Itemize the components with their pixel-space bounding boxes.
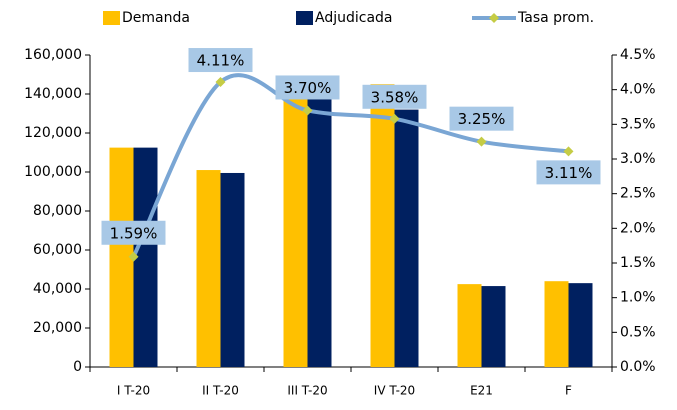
- legend-swatch: [103, 11, 120, 25]
- x-tick-label: E21: [470, 384, 493, 398]
- y-tick-label: 120,000: [24, 125, 82, 141]
- x-tick-label: I T-20: [117, 384, 150, 398]
- y-tick-label: 40,000: [33, 281, 82, 297]
- x-tick-label: F: [565, 384, 572, 398]
- bar: [544, 281, 569, 367]
- data-label-box: [362, 84, 427, 109]
- y-tick-label: 80,000: [33, 203, 82, 219]
- y2-tick-label: 1.5%: [620, 255, 656, 271]
- y2-tick-label: 4.5%: [620, 47, 656, 63]
- data-label: 3.58%: [371, 88, 419, 106]
- data-label: 3.11%: [545, 164, 593, 182]
- bar: [220, 172, 245, 367]
- y-tick-label: 0: [73, 359, 82, 375]
- y-tick-label: 160,000: [24, 47, 82, 63]
- y2-tick-label: 2.5%: [620, 186, 656, 202]
- y2-tick-label: 4.0%: [620, 82, 656, 98]
- bar: [568, 283, 593, 367]
- legend-label: Demanda: [122, 10, 190, 26]
- bar: [481, 286, 506, 367]
- y2-tick-label: 0.0%: [620, 359, 656, 375]
- legend-label: Adjudicada: [315, 10, 393, 26]
- x-tick-label: III T-20: [287, 384, 327, 398]
- marker: [215, 77, 226, 88]
- y2-tick-label: 3.0%: [620, 151, 656, 167]
- y2-tick-label: 1.0%: [620, 290, 656, 306]
- marker: [389, 113, 400, 124]
- data-label-box: [536, 160, 601, 185]
- y2-tick-label: 2.0%: [620, 220, 656, 236]
- marker: [476, 136, 487, 147]
- x-tick-label: IV T-20: [374, 384, 415, 398]
- bar: [394, 109, 419, 367]
- y2-tick-label: 0.5%: [620, 324, 656, 340]
- y2-tick-label: 3.5%: [620, 116, 656, 132]
- data-label-box: [188, 48, 253, 73]
- marker: [128, 251, 139, 262]
- x-tick-label: II T-20: [202, 384, 239, 398]
- y-tick-label: 60,000: [33, 242, 82, 258]
- bar: [457, 284, 482, 367]
- data-label-box: [101, 220, 166, 245]
- marker: [302, 105, 313, 116]
- y-tick-label: 20,000: [33, 320, 82, 336]
- bar: [370, 84, 395, 367]
- data-label: 4.11%: [197, 52, 245, 70]
- data-label: 1.59%: [110, 224, 158, 242]
- marker: [563, 146, 574, 157]
- legend-marker: [489, 13, 499, 23]
- data-label-box: [449, 106, 514, 131]
- y-tick-label: 140,000: [24, 86, 82, 102]
- bar: [196, 170, 221, 367]
- bar: [283, 91, 308, 367]
- data-label: 3.25%: [458, 110, 506, 128]
- data-label-box: [275, 75, 340, 100]
- data-label: 3.70%: [284, 79, 332, 97]
- legend-label: Tasa prom.: [517, 10, 594, 26]
- legend-swatch: [296, 11, 313, 25]
- y-tick-label: 100,000: [24, 164, 82, 180]
- bar: [307, 93, 332, 368]
